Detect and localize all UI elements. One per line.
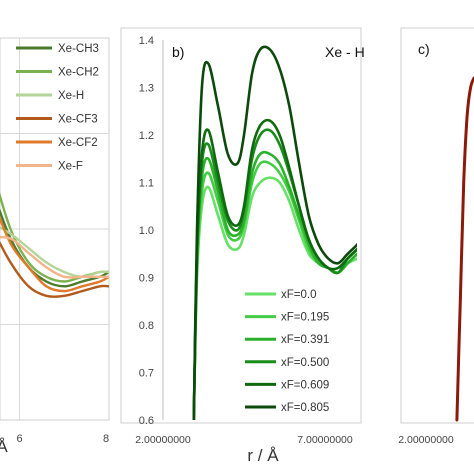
panel-b-y-tick: 1.3: [139, 83, 154, 95]
legend-label-3: Xe-CF3: [58, 114, 98, 126]
legend-label-1: xF=0.195: [281, 312, 329, 324]
panel-b-y-tick: 0.8: [139, 320, 154, 332]
panel-c-label: c): [418, 41, 430, 57]
series-line-3: [192, 128, 357, 420]
legend-label-4: xF=0.609: [281, 379, 329, 391]
legend-label-5: Xe-F: [58, 161, 83, 173]
legend-label-1: Xe-CH2: [58, 67, 99, 79]
series-line-3: [0, 240, 109, 298]
panel-b-y-tick: 1.2: [139, 130, 154, 142]
panel-a-x-tick: 6: [16, 433, 22, 445]
series-line-5: [0, 235, 109, 279]
series-line-4: [192, 118, 357, 420]
legend-label-0: Xe-CH3: [58, 43, 99, 55]
panel-b-y-tick: 0.7: [139, 368, 154, 380]
panel-b-legend: xF=0.0 xF=0.195 xF=0.391 xF=0.500 xF=0.609 xF…: [245, 289, 329, 414]
panel-b-label: b): [172, 44, 184, 60]
series-line-4: [0, 215, 109, 293]
panel-a-legend: Xe-CH3 Xe-CH2 Xe-H Xe-CF3 Xe-CF2 Xe-F: [16, 43, 99, 173]
legend-label-2: Xe-H: [58, 90, 84, 102]
legend-label-4: Xe-CF2: [58, 137, 98, 149]
panel-b-y-tick: 1.4: [139, 35, 154, 47]
series-line-0: [192, 176, 357, 420]
panel-c-frame: [400, 27, 474, 424]
panel-b-y-tick: 1.1: [139, 178, 154, 190]
panel-b-y-tick: 0.6: [139, 415, 154, 427]
series-line-0: [455, 76, 474, 422]
panel-b-frame: [120, 27, 362, 424]
panel-b-y-tick: 1.0: [139, 225, 154, 237]
panel-b-x-tick: 2.00000000: [135, 434, 191, 446]
panel-b-y-tick: 0.9: [139, 273, 154, 285]
panel-c-x-tick: 2.00000000: [398, 434, 454, 446]
legend-label-5: xF=0.805: [281, 402, 329, 414]
legend-label-2: xF=0.391: [281, 334, 329, 346]
panel-a-x-tick: 8: [103, 433, 109, 445]
panel-a-x-axis-label: Å: [0, 437, 8, 456]
panel-c: c) 2.00000000: [398, 27, 474, 446]
panel-a: 6 8 Å Xe-CH3 Xe-CH2 Xe-H Xe-CF3 Xe-CF2 Xe-F: [0, 37, 110, 456]
panel-b-x-tick: 7.00000000: [297, 434, 353, 446]
panel-b-title: Xe - H: [325, 44, 365, 60]
legend-label-0: xF=0.0: [281, 289, 316, 301]
panel-b-x-axis-label: r / Å: [247, 446, 279, 465]
series-line-5: [192, 45, 357, 420]
panel-b: 0.6 0.7 0.8 0.9 1.0 1.1 1.2 1.3 1.4 2.00000000 7.0…: [120, 27, 365, 465]
series-line-2: [0, 226, 109, 278]
legend-label-3: xF=0.500: [281, 357, 329, 369]
